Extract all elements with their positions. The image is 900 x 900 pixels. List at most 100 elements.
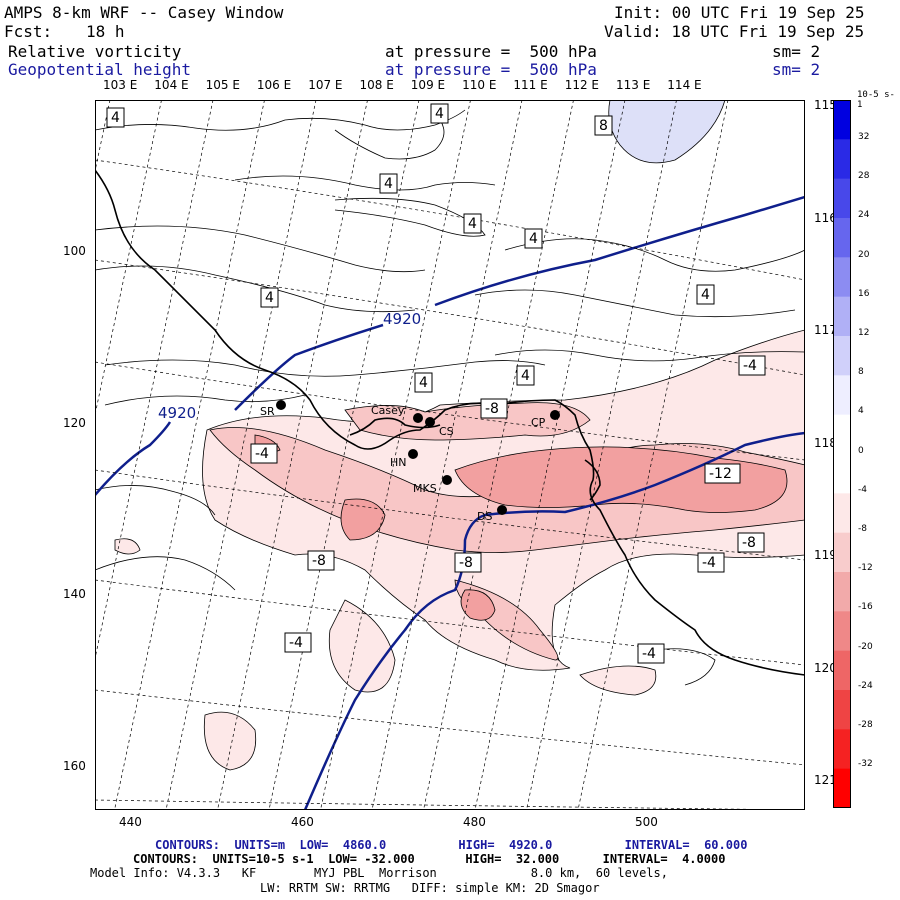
init-time: Init: 00 UTC Fri 19 Sep 25	[614, 3, 865, 22]
top-longitude-label: 108 E	[359, 78, 394, 92]
svg-text:4: 4	[701, 287, 710, 303]
colorbar-segment	[833, 650, 851, 691]
svg-text:4: 4	[468, 216, 477, 232]
colorbar-label: 20	[858, 249, 870, 260]
vorticity-contour-label: 4	[430, 103, 449, 124]
vorticity-map: SR Casey CS HN MKS DS CP 4920 4920 4 4 4 4 4…	[95, 100, 805, 810]
colorbar-label: 24	[858, 210, 870, 221]
colorbar-segment	[833, 336, 851, 376]
colorbar-segment	[833, 139, 851, 180]
field1-level: at pressure = 500 hPa	[385, 42, 597, 61]
negative-vorticity-light	[579, 665, 657, 696]
colorbar-segment	[833, 532, 851, 573]
colorbar-label: -24	[858, 680, 873, 691]
vorticity-contour-label: -8	[737, 532, 765, 553]
colorbar-label: -20	[858, 641, 873, 652]
top-longitude-label: 109 E	[410, 78, 446, 92]
svg-text:4: 4	[384, 176, 393, 192]
coastline	[349, 417, 441, 436]
field2-smoothing: sm= 2	[772, 60, 821, 79]
height-label: 4920	[383, 310, 421, 328]
top-longitude-label: 110 E	[462, 78, 497, 92]
height-contour	[303, 431, 805, 810]
longitude-gridlines	[95, 100, 729, 810]
negative-vorticity-medium	[344, 402, 591, 441]
top-longitude-label: 105 E	[205, 78, 240, 92]
x-axis-tick: 440	[119, 815, 142, 829]
top-longitude-label: 106 E	[256, 78, 292, 92]
vorticity-contour-label: 4	[696, 284, 715, 305]
colorbar-segment	[833, 729, 851, 770]
top-longitude-label: 111 E	[513, 78, 548, 92]
y-axis-tick: 100	[63, 244, 86, 258]
stations	[276, 400, 560, 515]
height-contour	[434, 195, 805, 307]
map-title: AMPS 8-km WRF -- Casey Window	[4, 3, 284, 22]
svg-text:4: 4	[111, 110, 120, 126]
svg-text:-4: -4	[743, 358, 757, 374]
station-label-cp: CP	[531, 416, 546, 429]
negative-vorticity-strong	[460, 589, 496, 621]
field1-name: Relative vorticity	[8, 42, 182, 61]
top-longitude-label: 114 E	[667, 78, 702, 92]
colorbar-label: -16	[858, 602, 873, 613]
station-label-cs: CS	[439, 425, 454, 438]
colorbar	[833, 100, 851, 808]
svg-text:-8: -8	[459, 555, 473, 571]
negative-vorticity-light	[114, 538, 141, 555]
x-axis-tick: 480	[463, 815, 486, 829]
colorbar-label: 8	[858, 367, 864, 378]
station-marker	[442, 475, 452, 485]
vorticity-contour-label: 4	[524, 228, 543, 249]
vorticity-contour-label: 4	[379, 173, 398, 194]
colorbar-segment	[833, 611, 851, 652]
field2-level: at pressure = 500 hPa	[385, 60, 597, 79]
svg-text:4: 4	[521, 368, 530, 384]
vorticity-contour-label: 4	[516, 365, 535, 386]
top-longitude-label: 112 E	[564, 78, 599, 92]
vorticity-contour-info: CONTOURS: UNITS=10-5 s-1 LOW= -32.000 HI…	[133, 852, 726, 866]
y-axis-tick: 160	[63, 758, 86, 773]
vorticity-contour-label: 4	[414, 372, 433, 393]
negative-vorticity-light	[328, 599, 396, 693]
colorbar-label: -32	[858, 759, 873, 770]
x-axis-tick: 460	[291, 815, 314, 829]
top-longitude-label: 104 E	[154, 78, 189, 92]
height-contour	[234, 323, 384, 411]
vorticity-contour-label: -8	[307, 550, 335, 571]
colorbar-unit: 10-5 s-1	[857, 90, 895, 110]
vorticity-contour-label: -4	[738, 355, 766, 376]
colorbar-segment	[833, 218, 851, 258]
colorbar-segment	[833, 493, 851, 534]
latitude-gridlines	[95, 159, 805, 810]
negative-vorticity-strong	[340, 498, 386, 541]
height-label: 4920	[158, 404, 196, 422]
svg-text:-12: -12	[709, 466, 732, 482]
svg-text:-4: -4	[289, 635, 303, 651]
svg-text:-4: -4	[255, 446, 269, 462]
colorbar-segment	[833, 100, 851, 140]
vorticity-contour-label: -8	[454, 552, 482, 573]
vorticity-contour-label: 8	[594, 115, 613, 136]
svg-text:8: 8	[599, 118, 608, 134]
svg-text:4: 4	[435, 106, 444, 122]
station-label-sr: SR	[260, 405, 275, 418]
top-longitude-label: 113 E	[616, 78, 651, 92]
y-axis-tick: 140	[63, 587, 86, 601]
svg-text:-8: -8	[485, 401, 499, 417]
vorticity-contour-label: -4	[697, 552, 725, 573]
top-longitude-label: 107 E	[308, 78, 343, 92]
colorbar-segment	[833, 572, 851, 612]
negative-vorticity-light	[203, 711, 257, 771]
colorbar-segment	[833, 454, 851, 494]
svg-text:-4: -4	[702, 555, 716, 571]
vorticity-contour-label: -4	[250, 443, 278, 464]
physics-info: LW: RRTM SW: RRTMG DIFF: simple KM: 2D S…	[260, 881, 600, 895]
colorbar-label: 32	[858, 132, 870, 142]
colorbar-label: 4	[858, 406, 864, 417]
vorticity-contour-label: 4	[106, 107, 125, 128]
svg-text:4: 4	[265, 290, 274, 306]
colorbar-label: 0	[858, 445, 864, 456]
vorticity-contour-label: -8	[480, 398, 508, 419]
station-label-ds: DS	[477, 510, 492, 523]
